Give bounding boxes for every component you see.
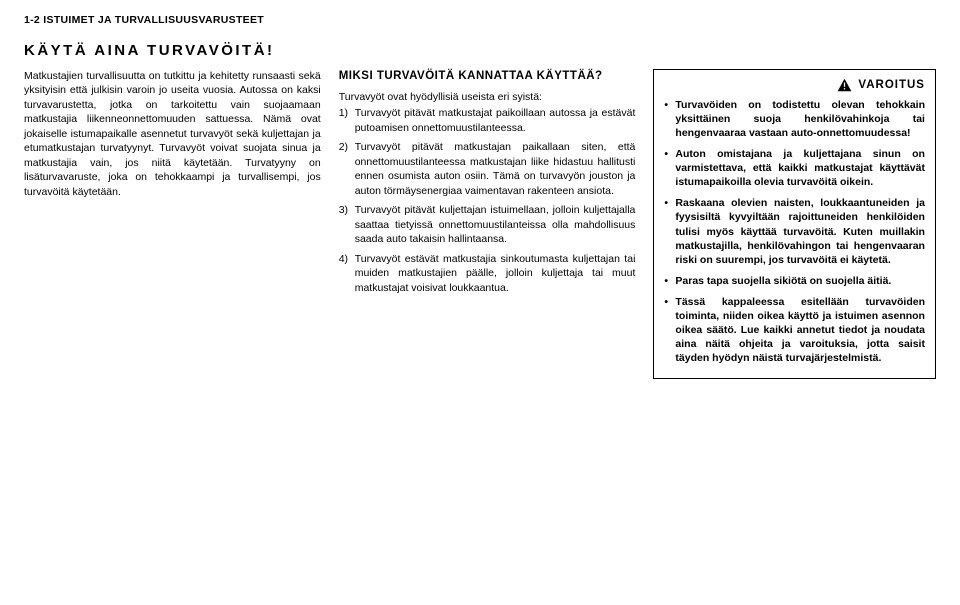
main-title: KÄYTÄ AINA TURVAVÖITÄ!: [24, 42, 936, 59]
list-item: Turvavyöt pitävät matkustajan paikallaan…: [339, 140, 636, 198]
bullet-item: Tässä kappaleessa esitellään turvavöiden…: [664, 295, 925, 365]
column-left: Matkustajien turvallisuutta on tutkittu …: [24, 69, 321, 379]
warning-box: VAROITUS Turvavöiden on todistettu oleva…: [653, 69, 936, 379]
column-middle: MIKSI TURVAVÖITÄ KANNATTAA KÄYTTÄÄ? Turv…: [339, 69, 636, 379]
warning-icon: [837, 78, 852, 92]
list-item: Turvavyöt pitävät matkustajat paikoillaa…: [339, 106, 636, 135]
mid-intro: Turvavyöt ovat hyödyllisiä useista eri s…: [339, 90, 636, 104]
list-item: Turvavyöt estävät matkustajia sinkoutuma…: [339, 252, 636, 295]
page-header: 1-2 ISTUIMET JA TURVALLISUUSVARUSTEET: [24, 14, 936, 26]
bullet-item: Turvavöiden on todistettu olevan tehokka…: [664, 98, 925, 140]
column-layout: Matkustajien turvallisuutta on tutkittu …: [24, 69, 936, 379]
list-item: Turvavyöt pitävät kuljettajan istuimella…: [339, 203, 636, 246]
warning-title: VAROITUS: [858, 79, 925, 91]
warning-bullets: Turvavöiden on todistettu olevan tehokka…: [664, 98, 925, 365]
bullet-item: Raskaana olevien naisten, loukkaantuneid…: [664, 196, 925, 266]
warning-header: VAROITUS: [664, 78, 925, 92]
mid-list: Turvavyöt pitävät matkustajat paikoillaa…: [339, 106, 636, 295]
left-paragraph: Matkustajien turvallisuutta on tutkittu …: [24, 69, 321, 199]
bullet-item: Auton omistajana ja kuljettajana sinun o…: [664, 147, 925, 189]
column-right: VAROITUS Turvavöiden on todistettu oleva…: [653, 69, 936, 379]
mid-subtitle: MIKSI TURVAVÖITÄ KANNATTAA KÄYTTÄÄ?: [339, 69, 636, 84]
bullet-item: Paras tapa suojella sikiötä on suojella …: [664, 274, 925, 288]
